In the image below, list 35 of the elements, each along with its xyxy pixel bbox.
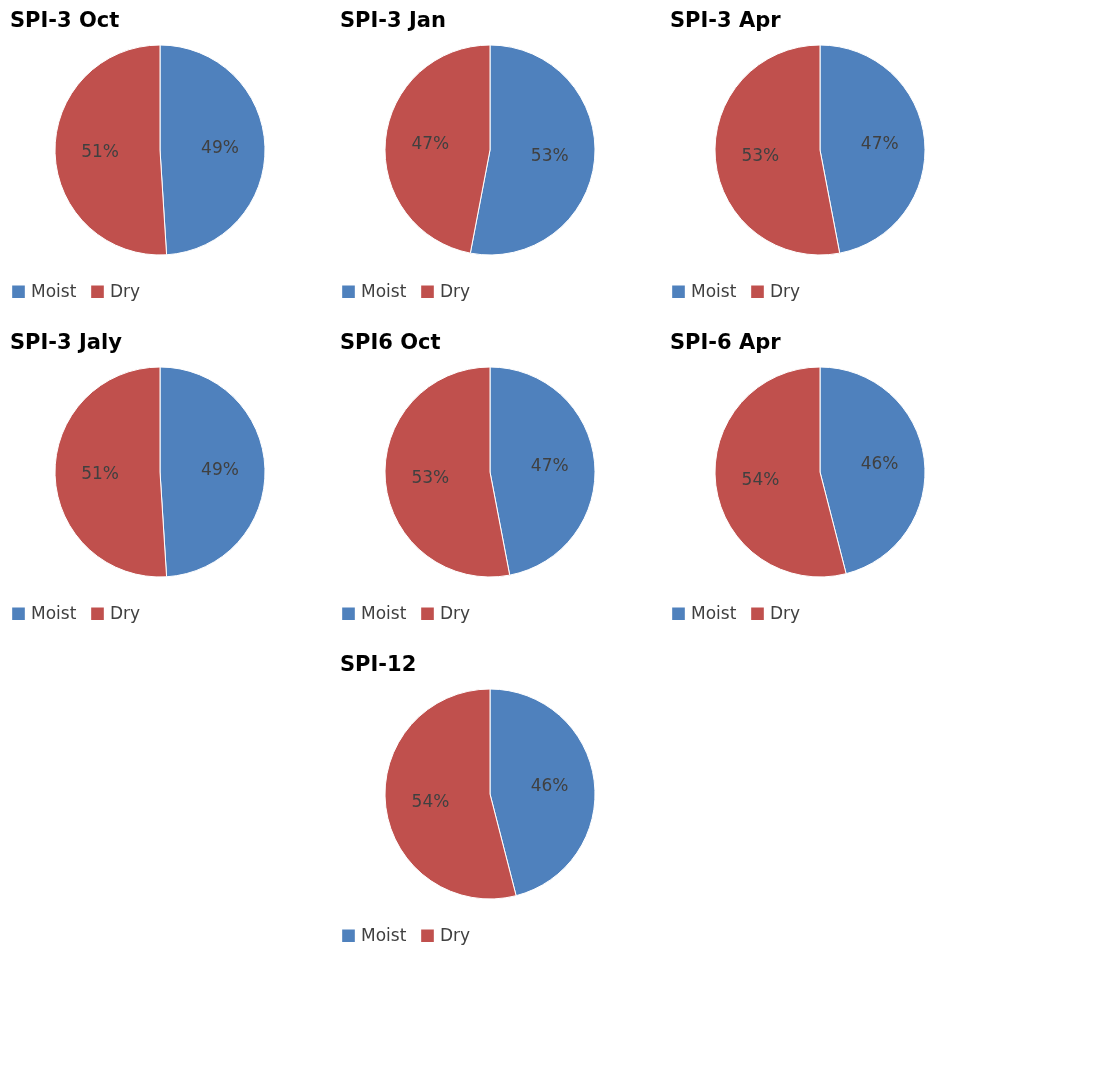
data-label: 51%: [81, 140, 119, 161]
chart-title: SPI-3 Jan: [340, 8, 446, 32]
legend-label: Moist: [361, 924, 407, 945]
data-label: 46%: [860, 453, 899, 474]
data-label: 47%: [530, 455, 569, 476]
chart-title: SPI-6 Apr: [670, 330, 782, 354]
legend-label: Moist: [31, 280, 77, 301]
chart-title: SPI6 Oct: [340, 330, 441, 354]
data-label: 54%: [411, 790, 450, 811]
legend-label: Moist: [31, 602, 77, 623]
data-label: 51%: [81, 462, 119, 483]
legend-label: Moist: [691, 280, 737, 301]
legend-label: Moist: [361, 602, 407, 623]
chart-title: SPI-3 Apr: [670, 8, 782, 32]
legend-label: Moist: [691, 602, 737, 623]
legend-label: Dry: [440, 602, 471, 623]
legend-label: Dry: [770, 280, 801, 301]
legend-label: Dry: [110, 602, 141, 623]
data-label: 47%: [860, 133, 899, 154]
legend-label: Moist: [361, 280, 407, 301]
data-label: 54%: [741, 468, 780, 489]
data-label: 53%: [530, 144, 569, 165]
legend-label: Dry: [770, 602, 801, 623]
chart-title: SPI-3 Oct: [10, 8, 120, 32]
data-label: 53%: [411, 466, 450, 487]
legend-label: Dry: [440, 924, 471, 945]
chart-title: SPI-12: [340, 652, 417, 676]
chart-title: SPI-3 Jaly: [10, 330, 123, 354]
data-label: 49%: [201, 137, 239, 158]
legend-label: Dry: [440, 280, 471, 301]
legend-label: Dry: [110, 280, 141, 301]
data-label: 49%: [201, 459, 239, 480]
data-label: 47%: [411, 133, 450, 154]
data-label: 46%: [530, 775, 569, 796]
data-label: 53%: [741, 144, 780, 165]
